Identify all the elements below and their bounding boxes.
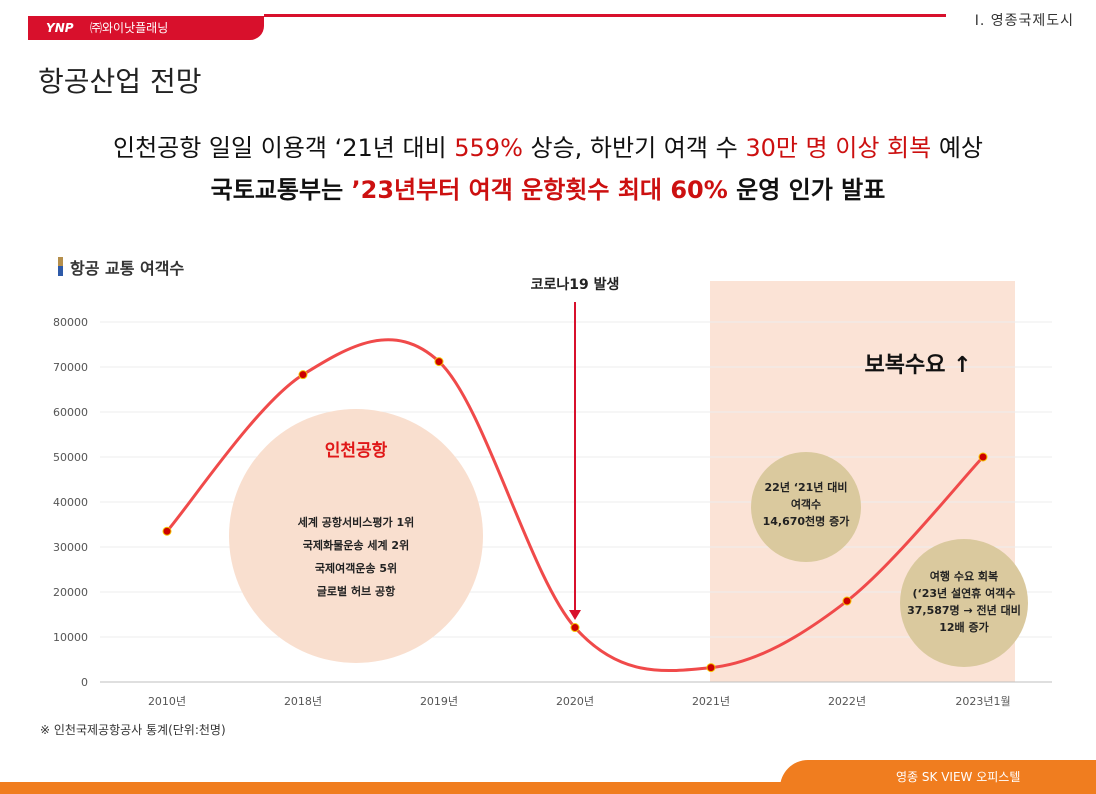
y-tick-label: 0 (81, 676, 88, 689)
brand-name: ㈜와이낫플래닝 (90, 21, 169, 35)
bubble-2022-text: 14,670천명 증가 (763, 514, 850, 528)
recovery-label: 보복수요 ↑ (864, 353, 971, 378)
chart-heading-marker (58, 257, 63, 276)
incheon-title: 인천공항 (325, 440, 388, 461)
bubble-2023 (900, 539, 1028, 667)
footer-tab (780, 760, 1096, 794)
bubble-2022-text: 여객수 (791, 497, 821, 511)
x-tick-label: 2010년 (148, 695, 186, 708)
y-tick-label: 40000 (53, 496, 88, 509)
data-point (706, 663, 716, 673)
headline-1-highlight-b: 30만 명 이상 회복 (745, 134, 932, 162)
passenger-chart: 0 10000 20000 30000 40000 50000 60000 70000 8000… (53, 276, 1052, 708)
x-tick-label: 2023년1월 (955, 695, 1010, 708)
y-tick-label: 20000 (53, 586, 88, 599)
y-tick-label: 30000 (53, 541, 88, 554)
bubble-2023-text: 여행 수요 회복 (930, 569, 998, 583)
brand-bar: YNP ㈜와이낫플래닝 (28, 16, 264, 40)
headline-2: 국토교통부는 ’23년부터 여객 운항횟수 최대 60% 운영 인가 발표 (0, 170, 1096, 205)
chart-heading: 항공 교통 여객수 (70, 255, 184, 279)
y-tick-label: 80000 (53, 316, 88, 329)
x-tick-label: 2020년 (556, 695, 594, 708)
data-point (978, 452, 988, 462)
section-label: Ⅰ. 영종국제도시 (974, 13, 1074, 29)
y-tick-label: 10000 (53, 631, 88, 644)
chart-heading-text: 항공 교통 여객수 (70, 259, 185, 278)
bubble-2022 (751, 452, 861, 562)
bubble-2022-text: 22년 ‘21년 대비 (765, 480, 848, 494)
headline-1-text-c: 예상 (931, 134, 984, 162)
bubble-2023-text: 12배 증가 (939, 620, 989, 634)
data-point (842, 596, 852, 606)
data-point (570, 623, 580, 633)
y-tick-label: 60000 (53, 406, 88, 419)
header-rule (264, 14, 946, 17)
covid-label: 코로나19 발생 (531, 276, 620, 293)
headline-2-text-b: 운영 인가 발표 (727, 176, 886, 204)
x-tick-label: 2019년 (420, 695, 458, 708)
brand-logo: YNP (46, 21, 74, 35)
bubble-2023-text: 37,587명 → 전년 대비 (907, 603, 1021, 617)
headline-2-highlight: ’23년부터 여객 운항횟수 최대 60% (351, 176, 728, 204)
data-point (162, 526, 172, 536)
x-tick-label: 2022년 (828, 695, 866, 708)
headline-1: 인천공항 일일 이용객 ‘21년 대비 559% 상승, 하반기 여객 수 30… (0, 128, 1096, 163)
y-tick-label: 50000 (53, 451, 88, 464)
data-point (298, 370, 308, 380)
headline-1-text-a: 인천공항 일일 이용객 ‘21년 대비 (112, 134, 455, 162)
covid-arrow-head (569, 610, 581, 620)
bubble-2023-text: (‘23년 설연휴 여객수 (912, 586, 1015, 600)
data-point (434, 357, 444, 367)
incheon-bullet: 국제화물운송 세계 2위 (303, 538, 409, 552)
incheon-bullet: 국제여객운송 5위 (315, 561, 397, 575)
incheon-bubble (229, 409, 483, 663)
y-tick-label: 70000 (53, 361, 88, 374)
headline-2-text-a: 국토교통부는 (210, 176, 352, 204)
page-title: 항공산업 전망 (38, 65, 202, 98)
headline-1-highlight-a: 559% (454, 134, 523, 162)
x-tick-label: 2018년 (284, 695, 322, 708)
incheon-bullet: 세계 공항서비스평가 1위 (298, 515, 415, 529)
x-tick-label: 2021년 (692, 695, 730, 708)
footer-text: 영종 SK VIEW 오피스텔 (896, 770, 1021, 784)
source-note: ※ 인천국제공항공사 통계(단위:천명) (40, 723, 226, 737)
headline-1-text-b: 상승, 하반기 여객 수 (522, 134, 746, 162)
incheon-bullet: 글로벌 허브 공항 (317, 584, 396, 598)
